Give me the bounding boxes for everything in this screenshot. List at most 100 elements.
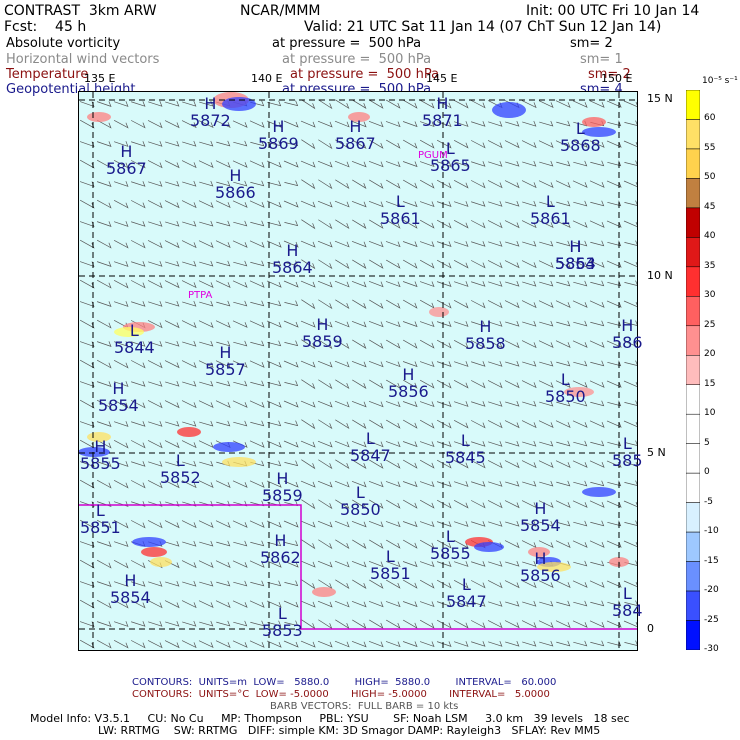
low-value: 5844 — [114, 338, 155, 357]
high-center: H 5854 — [555, 238, 596, 272]
high-marker: H — [94, 437, 107, 456]
high-center: H 5858 — [465, 318, 506, 352]
high-center: H 5857 — [205, 344, 246, 378]
model-info: Model Info: V3.5.1 CU: No Cu MP: Thompso… — [30, 712, 630, 725]
weather-map — [78, 91, 638, 651]
high-value: 5855 — [80, 454, 121, 473]
high-value: 5854 — [520, 516, 561, 535]
lat-label: 15 N — [647, 92, 673, 105]
valid-time: Valid: 21 UTC Sat 11 Jan 14 (07 ChT Sun … — [304, 19, 662, 35]
high-center: H 5856 — [520, 550, 561, 584]
low-center: L 5851 — [80, 502, 121, 536]
colorbar-swatch — [686, 561, 700, 592]
colorbar-swatch — [686, 148, 700, 179]
colorbar-label: 45 — [704, 201, 716, 212]
high-center: H 5859 — [262, 470, 303, 504]
low-value: 5847 — [446, 592, 487, 611]
colorbar-label: 35 — [704, 260, 716, 271]
low-value: 5850 — [545, 387, 586, 406]
high-marker: H — [286, 241, 299, 260]
high-value: 5854 — [110, 588, 151, 607]
high-value: 5866 — [215, 183, 256, 202]
colorbar-swatch — [686, 119, 700, 150]
field-smoothing: sm= 2 — [588, 67, 631, 82]
low-marker: L — [95, 501, 105, 520]
colorbar-swatch — [686, 590, 700, 621]
high-marker: H — [402, 365, 415, 384]
lat-label: 10 N — [647, 269, 673, 282]
map-canvas — [79, 92, 637, 650]
low-value: 5853 — [262, 621, 303, 640]
high-center: H 5854 — [98, 380, 139, 414]
wind-barbs — [79, 99, 637, 649]
lat-label: 0 — [647, 622, 654, 635]
colorbar-swatch — [686, 620, 700, 650]
low-marker: L — [445, 527, 455, 546]
high-marker: H — [621, 316, 634, 335]
org-label: NCAR/MMM — [240, 3, 321, 19]
high-value: 5856 — [520, 566, 561, 585]
low-value: 585 — [612, 451, 643, 470]
low-value: 5851 — [80, 518, 121, 537]
high-marker: H — [534, 549, 547, 568]
low-value: 5868 — [560, 136, 601, 155]
high-center: H 5862 — [260, 532, 301, 566]
high-marker: H — [569, 237, 582, 256]
high-center: H 5859 — [302, 316, 343, 350]
high-value: 5859 — [302, 332, 343, 351]
low-marker: L — [461, 575, 471, 594]
low-center: L 585 — [612, 435, 643, 469]
low-center: L 5861 — [380, 193, 421, 227]
high-marker: H — [349, 117, 362, 136]
field-pressure: at pressure = 500 hPa — [282, 52, 432, 67]
high-marker: H — [276, 469, 289, 488]
low-value: 5845 — [445, 448, 486, 467]
low-marker: L — [395, 192, 405, 211]
low-center: L 5855 — [430, 528, 471, 562]
colorbar-swatch — [686, 443, 700, 474]
high-value: 5863 — [555, 254, 596, 273]
colorbar-label: 25 — [704, 319, 716, 330]
high-value: 5867 — [335, 134, 376, 153]
field-name: Absolute vorticity — [6, 36, 121, 51]
colorbar-label: -5 — [704, 496, 713, 507]
colorbar-swatch — [686, 413, 700, 444]
high-marker: H — [534, 499, 547, 518]
low-center: L 5853 — [262, 605, 303, 639]
high-marker: H — [112, 379, 125, 398]
model-physics: LW: RRTMG SW: RRTMG DIFF: simple KM: 3D … — [98, 724, 601, 737]
low-center: L 5850 — [545, 371, 586, 405]
colorbar-swatch — [686, 502, 700, 533]
high-marker: H — [274, 531, 287, 550]
high-marker: H — [229, 166, 242, 185]
low-marker: L — [365, 429, 375, 448]
high-value: 5859 — [262, 486, 303, 505]
colorbar-label: 20 — [704, 349, 716, 360]
colorbar-unit: 10⁻⁵ s⁻¹ — [702, 76, 738, 86]
low-center: L 5844 — [114, 322, 155, 356]
model-title: CONTRAST 3km ARW — [4, 3, 157, 19]
low-center: L 5861 — [530, 193, 571, 227]
low-center: L 5852 — [160, 452, 201, 486]
lon-label: 135 E — [84, 72, 116, 85]
low-marker: L — [560, 370, 570, 389]
high-value: 5869 — [258, 134, 299, 153]
high-value: 5854 — [98, 396, 139, 415]
low-value: 5865 — [430, 156, 471, 175]
colorbar-label: 30 — [704, 290, 716, 301]
high-center: H 5869 — [258, 118, 299, 152]
init-time: Init: 00 UTC Fri 10 Jan 14 — [526, 3, 700, 19]
station-label: PTPA — [188, 290, 213, 301]
colorbar-swatch — [686, 296, 700, 327]
high-value: 5864 — [272, 258, 313, 277]
low-center: L 5865 — [430, 140, 471, 174]
field-smoothing: sm= 2 — [570, 36, 613, 51]
high-center: H 5864 — [272, 242, 313, 276]
high-marker: H — [219, 343, 232, 362]
high-center: H 5871 — [422, 95, 463, 129]
station-label: PGUM — [418, 150, 448, 161]
colorbar-label: 60 — [704, 113, 716, 124]
high-value: 5862 — [260, 548, 301, 567]
low-center: L 5851 — [370, 548, 411, 582]
contours-temperature: CONTOURS: UNITS=°C LOW= -5.0000 HIGH= -5… — [132, 689, 550, 700]
